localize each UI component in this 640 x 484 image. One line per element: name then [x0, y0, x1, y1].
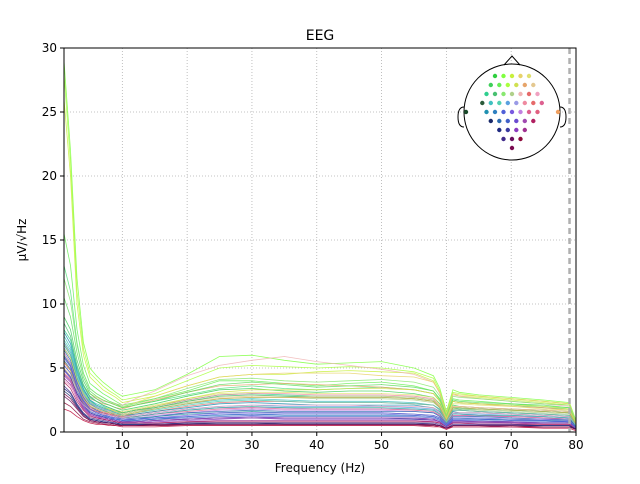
sensor-dot	[531, 118, 536, 124]
series-line-45	[63, 361, 577, 425]
y-tick-label: 20	[42, 169, 57, 183]
chart-title: EEG	[306, 28, 335, 44]
sensor-dot	[518, 136, 523, 142]
sensor-dot	[501, 73, 506, 79]
sensor-dot	[501, 136, 506, 142]
sensor-dot	[531, 82, 536, 88]
y-tick-label: 15	[42, 233, 57, 247]
x-axis-label: Frequency (Hz)	[275, 461, 366, 475]
sensor-dot	[501, 109, 506, 115]
sensor-dot	[488, 82, 493, 88]
sensor-dot	[526, 109, 532, 115]
x-tick-label: 70	[504, 438, 519, 452]
y-axis-ticks: 0 5 10 15 20 25 30	[42, 41, 64, 439]
sensor-dot	[497, 100, 502, 106]
sensor-dot	[492, 73, 498, 79]
sensor-dot	[526, 73, 532, 79]
series-line-2	[63, 73, 577, 422]
series-line-4	[63, 233, 577, 424]
series-line-34	[63, 344, 577, 428]
series-line-48	[63, 393, 577, 430]
series-line-39	[63, 323, 577, 425]
x-tick-label: 40	[309, 438, 324, 452]
sensor-dot	[509, 109, 515, 115]
x-tick-label: 20	[179, 438, 194, 452]
sensor-dot	[531, 100, 536, 106]
series-line-31	[63, 297, 577, 424]
series-line-35	[63, 349, 577, 428]
sensor-dot	[522, 100, 527, 106]
y-tick-label: 25	[42, 105, 57, 119]
x-tick-label: 60	[439, 438, 454, 452]
sensor-dot	[514, 127, 519, 133]
series-line-46	[63, 357, 577, 429]
series-line-30	[63, 408, 577, 432]
series-line-25	[63, 381, 577, 430]
sensor-dot	[518, 109, 523, 115]
y-tick-label: 0	[49, 425, 57, 439]
sensor-dot	[505, 82, 510, 88]
x-axis-ticks: 10 20 30 40 50 60 70 80	[115, 432, 584, 452]
nose-outline	[503, 55, 521, 66]
sensor-dot	[492, 109, 498, 115]
series-lines	[63, 60, 577, 432]
x-tick-label: 80	[568, 438, 583, 452]
sensor-dot	[535, 109, 540, 115]
sensor-dot	[522, 118, 527, 124]
sensor-dot	[514, 100, 519, 106]
series-line-32	[63, 278, 577, 422]
sensor-topomap	[457, 55, 567, 161]
sensor-dot	[518, 73, 523, 79]
sensor-dot	[501, 91, 506, 97]
left-ear-outline	[457, 106, 465, 128]
sensor-dot	[535, 91, 540, 97]
sensor-dot	[539, 100, 544, 106]
sensor-dot	[509, 145, 515, 151]
x-tick-label: 50	[374, 438, 389, 452]
y-tick-label: 30	[42, 41, 57, 55]
series-line-7	[63, 342, 577, 422]
series-line-1	[63, 60, 577, 421]
sensor-dot	[505, 118, 510, 124]
sensor-dot	[497, 127, 502, 133]
y-axis-label: µV/√Hz	[15, 219, 29, 262]
sensor-dot	[497, 82, 502, 88]
series-line-44	[63, 339, 577, 426]
right-ear-outline	[559, 106, 567, 128]
sensor-dot	[518, 91, 523, 97]
sensor-dot	[480, 100, 485, 106]
sensor-dot	[509, 136, 515, 142]
y-tick-label: 5	[49, 361, 57, 375]
sensor-dot	[514, 82, 519, 88]
sensor-dot	[492, 91, 498, 97]
sensor-dot	[522, 127, 527, 133]
sensor-dot	[509, 73, 515, 79]
sensor-dot	[555, 109, 561, 115]
sensor-dot	[505, 127, 510, 133]
sensor-dot	[484, 109, 489, 115]
sensor-dot	[484, 91, 489, 97]
sensor-dot	[514, 118, 519, 124]
y-tick-label: 10	[42, 297, 57, 311]
sensor-dot	[497, 118, 502, 124]
sensor-dot	[522, 82, 527, 88]
sensor-dot	[526, 91, 532, 97]
x-tick-label: 10	[115, 438, 130, 452]
sensor-dot	[509, 91, 515, 97]
sensor-dot	[488, 100, 493, 106]
sensor-dot	[488, 118, 493, 124]
sensor-dot	[463, 109, 469, 115]
x-tick-label: 30	[244, 438, 259, 452]
series-line-42	[63, 375, 577, 429]
sensor-dot	[505, 100, 510, 106]
